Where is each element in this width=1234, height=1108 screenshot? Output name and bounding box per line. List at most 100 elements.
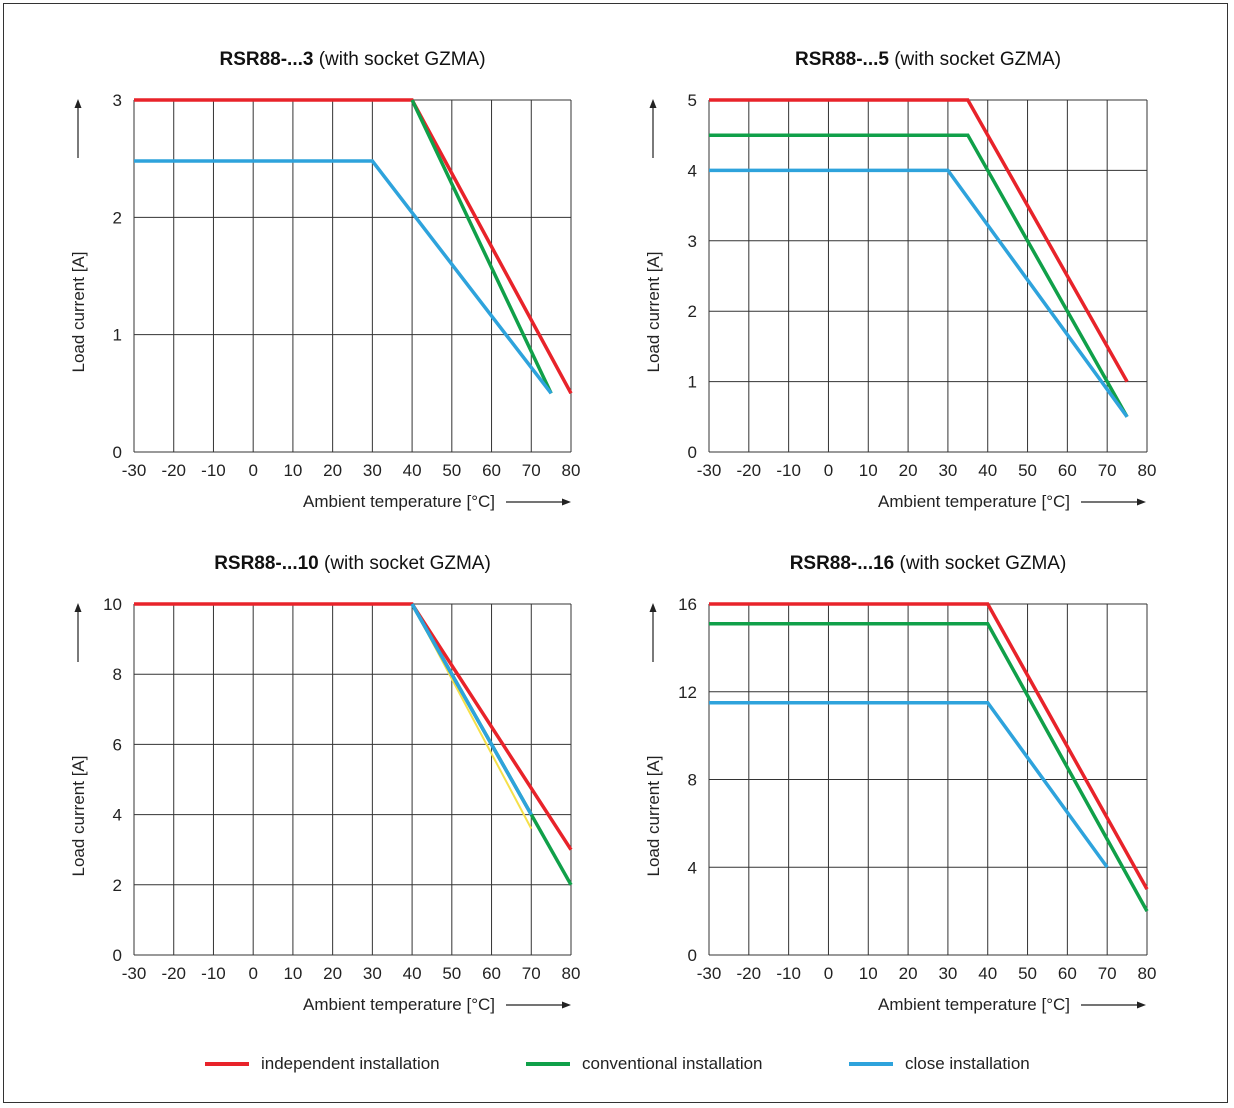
y-axis-arrow-head: [74, 99, 82, 108]
x-tick-label: -10: [776, 461, 801, 480]
x-tick-label: 80: [1138, 964, 1157, 983]
x-tick-label: 10: [859, 964, 878, 983]
x-axis-label: Ambient temperature [°C]: [878, 492, 1070, 511]
chart-3: -30 -20 -10 0 10 20 30 40 50 60 70 80 0 2 4 6 8 10 RSR88-.…: [69, 553, 580, 1014]
legend-swatch-close: [849, 1062, 893, 1066]
legend-label-conventional: conventional installation: [582, 1054, 763, 1073]
y-tick-label: 12: [678, 683, 697, 702]
x-tick-label: 40: [978, 461, 997, 480]
chart-title: RSR88-...16 (with socket GZMA): [790, 553, 1067, 574]
x-tick-label: 50: [1018, 964, 1037, 983]
chart-title-rest: (with socket GZMA): [894, 553, 1066, 574]
x-tick-label: -20: [161, 964, 186, 983]
x-tick-label: 0: [248, 964, 257, 983]
x-tick-label: -10: [201, 461, 226, 480]
x-axis-label: Ambient temperature [°C]: [303, 492, 495, 511]
x-tick-label: -30: [697, 964, 722, 983]
series-line-conventional: [709, 621, 1149, 912]
y-tick-label: 2: [688, 302, 697, 321]
y-axis-label: Load current [A]: [69, 252, 88, 373]
legend: independent installation conventional in…: [0, 1052, 1234, 1076]
y-tick-label: 0: [688, 946, 697, 965]
chart-4: -30 -20 -10 0 10 20 30 40 50 60 70 80 0 4 8 12 16 RSR88-.…: [644, 553, 1156, 1014]
x-tick-label: 80: [562, 964, 581, 983]
chart-title-rest: (with socket GZMA): [889, 49, 1061, 70]
x-axis-arrow-head: [562, 1001, 571, 1009]
y-tick-label: 4: [113, 806, 122, 825]
x-tick-label: 0: [824, 964, 833, 983]
y-tick-label: 6: [113, 735, 122, 754]
chart-title-bold: RSR88-...16: [790, 553, 895, 574]
x-tick-label: 40: [403, 964, 422, 983]
y-tick-label: 8: [688, 771, 697, 790]
series-line-close: [709, 700, 1109, 869]
x-tick-label: 80: [562, 461, 581, 480]
x-tick-label: 50: [442, 461, 461, 480]
x-axis-label: Ambient temperature [°C]: [303, 995, 495, 1014]
x-tick-label: 30: [938, 461, 957, 480]
y-tick-label: 1: [113, 326, 122, 345]
legend-swatch-independent: [205, 1062, 249, 1066]
chart-2: -30 -20 -10 0 10 20 30 40 50 60 70 80 0 1 2 3 4 5 RSR88-..…: [644, 49, 1156, 511]
y-tick-label: 3: [113, 91, 122, 110]
series-line-close: [410, 603, 533, 816]
y-tick-label: 5: [688, 91, 697, 110]
chart-1: -30 -20 -10 0 10 20 30 40 50 60 70 80 0 1 2 3 RSR88-...3…: [69, 49, 580, 511]
x-tick-label: -10: [201, 964, 226, 983]
y-tick-label: 4: [688, 161, 697, 180]
legend-item-close: close installation: [849, 1052, 1030, 1076]
y-tick-label: 0: [113, 946, 122, 965]
legend-swatch-conventional: [526, 1062, 570, 1066]
x-tick-label: 70: [1098, 964, 1117, 983]
x-tick-label: -30: [697, 461, 722, 480]
x-axis-arrow-head: [1137, 498, 1146, 506]
chart-title: RSR88-...5 (with socket GZMA): [795, 49, 1061, 70]
x-tick-label: 30: [363, 461, 382, 480]
legend-item-conventional: conventional installation: [526, 1052, 763, 1076]
y-tick-label: 2: [113, 208, 122, 227]
x-tick-label: 60: [482, 964, 501, 983]
y-axis-arrow-head: [649, 603, 657, 612]
legend-label-close: close installation: [905, 1054, 1030, 1073]
x-tick-label: 10: [283, 461, 302, 480]
x-tick-label: 40: [978, 964, 997, 983]
figure-frame: [3, 3, 1228, 1103]
y-axis-label: Load current [A]: [644, 756, 663, 877]
series-line-conventional: [709, 133, 1129, 418]
series-line-independent: [134, 98, 573, 395]
x-tick-label: 70: [522, 964, 541, 983]
x-tick-label: -30: [122, 964, 147, 983]
x-tick-label: 0: [824, 461, 833, 480]
chart-title: RSR88-...10 (with socket GZMA): [214, 553, 491, 574]
x-tick-label: 70: [522, 461, 541, 480]
x-tick-label: 70: [1098, 461, 1117, 480]
x-tick-label: 40: [403, 461, 422, 480]
series-line-independent: [709, 602, 1149, 891]
series-line-independent: [134, 602, 573, 851]
series-line-independent: [709, 98, 1129, 383]
x-tick-label: 60: [1058, 461, 1077, 480]
y-tick-label: 10: [103, 595, 122, 614]
x-tick-label: -20: [737, 964, 762, 983]
y-tick-label: 4: [688, 858, 697, 877]
y-tick-label: 0: [688, 443, 697, 462]
series-line-close: [134, 159, 553, 395]
chart-title-bold: RSR88-...10: [214, 553, 319, 574]
x-axis-label: Ambient temperature [°C]: [878, 995, 1070, 1014]
y-axis-arrow-head: [649, 99, 657, 108]
chart-title-bold: RSR88-...5: [795, 49, 889, 70]
x-tick-label: -10: [776, 964, 801, 983]
x-tick-label: 30: [938, 964, 957, 983]
y-tick-label: 3: [688, 232, 697, 251]
y-axis-arrow-head: [74, 603, 82, 612]
x-tick-label: 20: [899, 461, 918, 480]
x-tick-label: 20: [323, 964, 342, 983]
legend-label-independent: independent installation: [261, 1054, 440, 1073]
x-tick-label: 60: [482, 461, 501, 480]
x-tick-label: 20: [323, 461, 342, 480]
y-tick-label: 1: [688, 373, 697, 392]
x-tick-label: 20: [899, 964, 918, 983]
legend-item-independent: independent installation: [205, 1052, 440, 1076]
x-tick-label: 10: [859, 461, 878, 480]
